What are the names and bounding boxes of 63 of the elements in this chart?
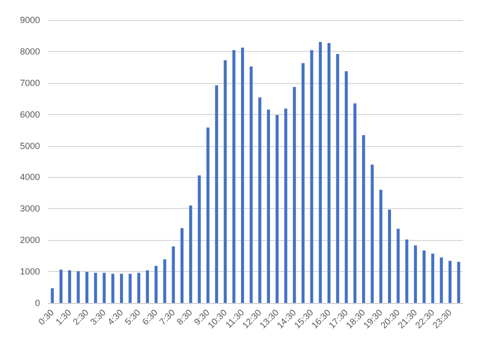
- x-tick-label: 7:30: [157, 307, 177, 327]
- bar: [189, 206, 192, 303]
- y-tick-label: 2000: [20, 235, 40, 246]
- x-tick-label: 0:30: [36, 307, 56, 327]
- bar: [206, 128, 210, 303]
- bar: [59, 270, 62, 303]
- bar: [50, 288, 54, 303]
- y-tick-label: 9000: [20, 15, 40, 25]
- bar: [396, 228, 400, 303]
- bar: [111, 274, 114, 303]
- y-tick-label: 8000: [20, 46, 40, 56]
- bar: [68, 270, 72, 303]
- x-tick-label: 4:30: [106, 307, 126, 327]
- bar: [258, 97, 262, 303]
- bar: [318, 42, 322, 303]
- bar: [215, 85, 218, 303]
- bar: [241, 48, 244, 303]
- bar: [457, 262, 460, 303]
- bar: [266, 110, 270, 303]
- bar: [302, 63, 305, 303]
- bar: [353, 103, 356, 303]
- bar: [362, 135, 366, 303]
- bar: [76, 271, 80, 303]
- y-tick-label: 6000: [20, 109, 40, 120]
- bar: [405, 239, 408, 303]
- bar: [85, 272, 88, 303]
- bar: [379, 190, 382, 303]
- bar: [310, 50, 314, 303]
- bar: [336, 54, 340, 303]
- bar: [163, 259, 166, 303]
- bar: [180, 228, 184, 303]
- bar: [137, 272, 140, 303]
- bar: [146, 270, 149, 303]
- bar: [172, 246, 175, 303]
- bar: [431, 254, 434, 303]
- bar: [154, 266, 158, 303]
- bar: [327, 42, 330, 303]
- bar: [232, 50, 236, 303]
- x-tick-label: 6:30: [140, 307, 160, 327]
- y-tick-label: 5000: [20, 140, 40, 151]
- bar: [292, 86, 296, 303]
- bar: [102, 272, 106, 303]
- bar: [422, 250, 426, 303]
- bar: [414, 245, 417, 303]
- y-tick-label: 7000: [20, 78, 40, 88]
- bar: [250, 66, 253, 303]
- bar: [388, 210, 392, 303]
- y-tick-label: 0: [34, 298, 40, 308]
- bar: [448, 260, 452, 303]
- bar: [284, 108, 288, 303]
- bar: [344, 71, 348, 303]
- bar: [370, 164, 374, 303]
- bar: [224, 60, 227, 303]
- bar: [120, 274, 123, 303]
- y-tick-label: 4000: [20, 172, 40, 182]
- y-tick-label: 1000: [20, 266, 40, 277]
- y-tick-label: 3000: [20, 204, 40, 214]
- bar: [94, 272, 98, 303]
- bar: [128, 274, 132, 303]
- bar: [276, 114, 279, 303]
- x-tick-label: 8:30: [174, 307, 194, 327]
- bar: [198, 175, 201, 303]
- bar: [440, 257, 443, 303]
